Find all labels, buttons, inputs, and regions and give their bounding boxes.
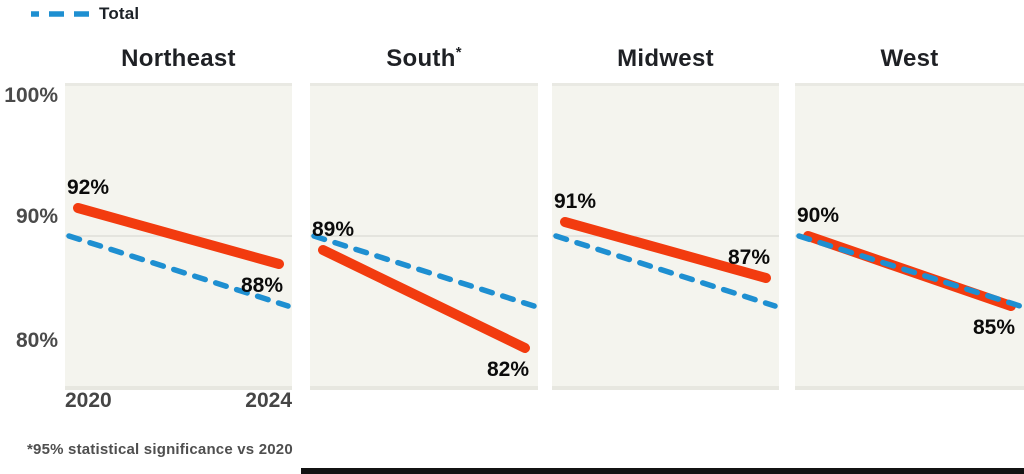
region-panel-west: West 90% 85% [795, 44, 1024, 390]
plot-area: 92% 88% [65, 83, 292, 390]
total-line [311, 233, 537, 309]
y-tick-label: 90% [15, 205, 58, 228]
y-tick-label: 80% [15, 329, 58, 352]
panel-svg [65, 203, 292, 309]
region-line-northeast [73, 203, 284, 269]
total-line [66, 233, 291, 309]
x-tick-label: 2020 [65, 389, 112, 412]
region-line-south [318, 245, 530, 353]
plot-area: 89% 82% [310, 83, 538, 390]
panel-svg [795, 231, 1024, 311]
legend: Total [30, 4, 139, 24]
data-label-start: 89% [311, 218, 355, 241]
panel-title: Northeast [121, 45, 236, 72]
panel-svg [310, 233, 538, 353]
significance-asterisk: * [455, 45, 462, 61]
x-tick-label: 2024 [245, 389, 292, 412]
y-tick-label: 100% [4, 84, 58, 107]
total-line-legend-swatch [31, 11, 89, 17]
panel-title: West [880, 45, 939, 72]
region-panel-midwest: Midwest 91% 87% [552, 44, 779, 390]
legend-label: Total [99, 4, 140, 23]
total-line [796, 233, 1023, 309]
data-label-start: 91% [553, 190, 597, 213]
region-line-midwest [560, 217, 771, 283]
x-axis: 2020 2024 [65, 389, 292, 413]
plot-area: 91% 87% [552, 83, 779, 390]
data-label-end: 82% [486, 358, 530, 381]
region-panel-south: South* 89% 82% [310, 44, 538, 390]
data-label-start: 90% [796, 204, 840, 227]
panel-title: Midwest [617, 45, 714, 72]
panel-title: South* [386, 45, 462, 72]
data-label-end: 85% [972, 316, 1016, 339]
footnote: *95% statistical significance vs 2020 [27, 441, 293, 458]
total-line [553, 233, 778, 309]
data-label-end: 88% [240, 274, 284, 297]
cropped-bottom-bar [301, 468, 1024, 474]
data-label-end: 87% [727, 246, 771, 269]
region-panel-northeast: Northeast 92% 88% [65, 44, 292, 390]
plot-area: 90% 85% [795, 83, 1024, 390]
data-label-start: 92% [66, 176, 110, 199]
panel-svg [552, 217, 779, 309]
